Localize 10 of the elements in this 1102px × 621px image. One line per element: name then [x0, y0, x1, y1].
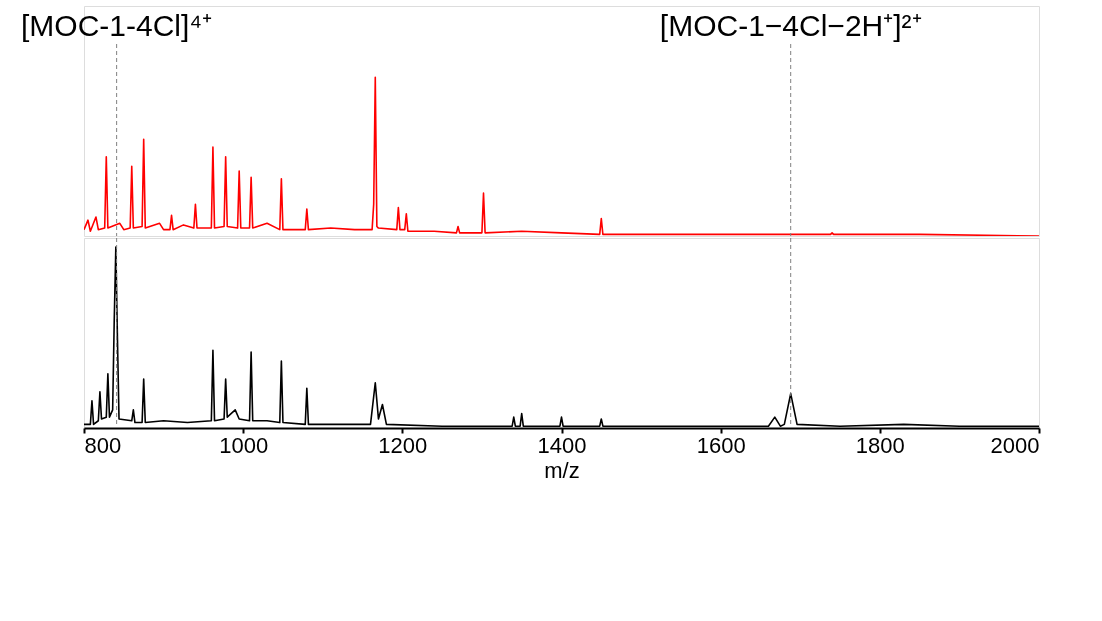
x-tick-label: 1800 — [855, 432, 905, 458]
x-axis-title: m/z — [544, 457, 580, 483]
x-tick-label: 800 — [84, 432, 122, 458]
x-tick-label: 1200 — [378, 432, 428, 458]
x-tick-label: 1600 — [696, 432, 746, 458]
x-tick-label: 2000 — [990, 432, 1040, 458]
ref-line-label: [MOC-1-4Cl]⁴⁺ — [21, 9, 213, 42]
x-tick-label: 1400 — [537, 432, 587, 458]
x-tick-label: 1000 — [219, 432, 269, 458]
ref-line-label: [MOC-1−4Cl−2H⁺]²⁺ — [659, 9, 922, 42]
